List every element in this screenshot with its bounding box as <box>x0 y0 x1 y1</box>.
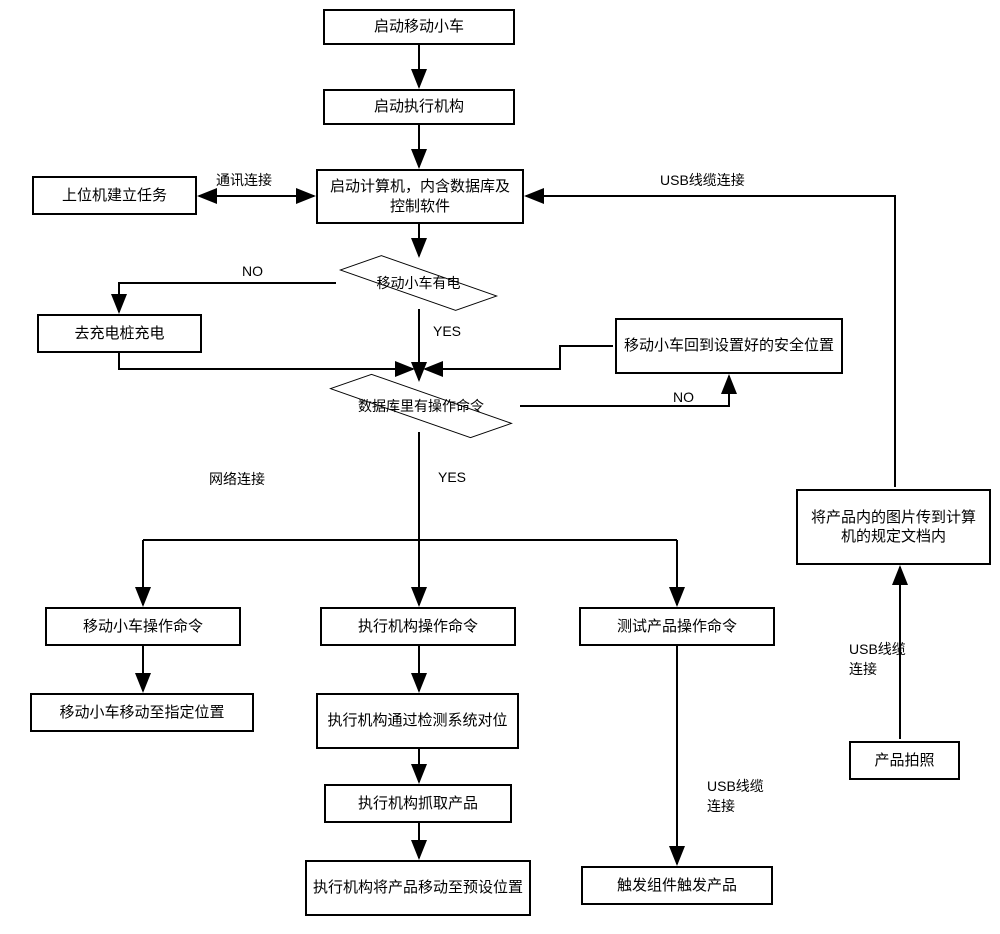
node-cart-move: 移动小车移动至指定位置 <box>30 693 254 732</box>
node-charge: 去充电桩充电 <box>37 314 202 353</box>
node-host-task: 上位机建立任务 <box>32 176 197 215</box>
label-no2: NO <box>673 389 694 405</box>
node-start-cart: 启动移动小车 <box>323 9 515 45</box>
decision-cart-power: 移动小车有电 <box>336 253 501 313</box>
label-usb2: USB线缆连接 <box>707 777 767 816</box>
label-comm: 通讯连接 <box>216 170 272 190</box>
node-trigger: 触发组件触发产品 <box>581 866 773 905</box>
decision-has-command-text: 数据库里有操作命令 <box>358 398 484 415</box>
label-yes1: YES <box>433 323 461 339</box>
label-no1: NO <box>242 263 263 279</box>
decision-has-command: 数据库里有操作命令 <box>321 376 521 436</box>
node-start-actuator: 启动执行机构 <box>323 89 515 125</box>
node-cart-cmd: 移动小车操作命令 <box>45 607 241 646</box>
node-actuator-align: 执行机构通过检测系统对位 <box>316 693 519 749</box>
label-usb3: USB线缆连接 <box>849 640 909 679</box>
decision-cart-power-text: 移动小车有电 <box>377 275 461 292</box>
node-start-computer: 启动计算机，内含数据库及控制软件 <box>316 169 524 224</box>
label-usb1: USB线缆连接 <box>660 170 745 190</box>
node-upload-img: 将产品内的图片传到计算机的规定文档内 <box>796 489 991 565</box>
node-safe-position: 移动小车回到设置好的安全位置 <box>615 318 843 374</box>
node-actuator-cmd: 执行机构操作命令 <box>320 607 516 646</box>
label-yes2: YES <box>438 469 466 485</box>
node-test-cmd: 测试产品操作命令 <box>579 607 775 646</box>
label-net: 网络连接 <box>209 469 265 489</box>
node-actuator-grab: 执行机构抓取产品 <box>324 784 512 823</box>
node-photo: 产品拍照 <box>849 741 960 780</box>
node-actuator-place: 执行机构将产品移动至预设位置 <box>305 860 531 916</box>
